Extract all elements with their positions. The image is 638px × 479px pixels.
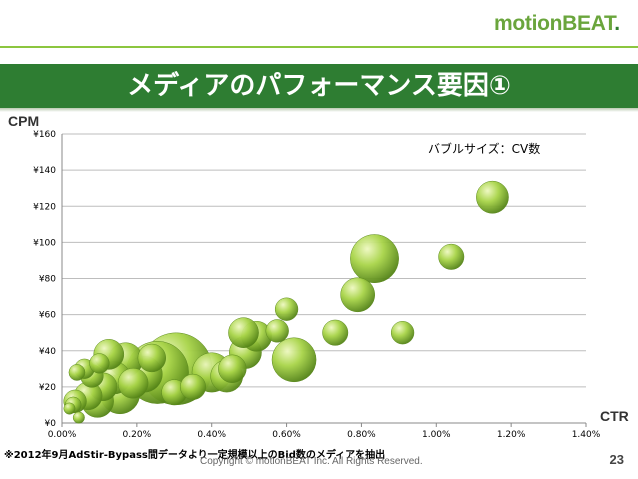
slide-title: メディアのパフォーマンス要因① xyxy=(127,71,511,101)
chart-bubbles xyxy=(63,180,509,424)
y-tick-label: ¥20 xyxy=(39,383,56,393)
x-tick-label: 0.00% xyxy=(48,430,77,440)
y-tick-label: ¥100 xyxy=(33,238,56,248)
bubble-point xyxy=(89,353,110,374)
x-tick-label: 1.00% xyxy=(422,430,451,440)
data-source-footnote: ※2012年9月AdStir-Bypass間データより一定規模以上のBid数のメ… xyxy=(4,450,386,461)
bubble-point xyxy=(63,402,76,415)
bubble-size-note: バブルサイズ：CV数 xyxy=(428,141,540,156)
bubble-point xyxy=(274,297,299,321)
x-tick-label: 0.40% xyxy=(197,430,226,440)
bubble-point xyxy=(218,354,247,384)
bubble-point xyxy=(137,343,167,373)
y-tick-label: ¥40 xyxy=(39,347,56,357)
chart-grid xyxy=(61,133,587,427)
copyright-text: Copyright © motionBEAT Inc. All Rights R… xyxy=(200,456,423,467)
bubble-point xyxy=(350,234,399,284)
logo-text: motionBEAT xyxy=(494,12,615,35)
page-number: 23 xyxy=(609,452,624,467)
y-tick-label: ¥0 xyxy=(45,419,57,429)
bubble-point xyxy=(117,367,149,399)
header-rule xyxy=(0,46,638,48)
y-axis-title: CPM xyxy=(8,113,39,129)
bubble-point xyxy=(340,277,376,313)
x-axis-title: CTR xyxy=(600,408,629,424)
bubble-point xyxy=(322,319,349,346)
bubble-point xyxy=(72,411,85,424)
bubble-point xyxy=(265,319,289,343)
x-tick-label: 1.40% xyxy=(572,430,601,440)
x-tick-label: 0.80% xyxy=(347,430,376,440)
brand-logo: motionBEAT. xyxy=(494,12,620,36)
bubble-point xyxy=(390,321,415,345)
title-banner: メディアのパフォーマンス要因① xyxy=(0,64,638,108)
bubble-point xyxy=(438,243,465,270)
banner-shadow xyxy=(0,108,638,112)
bubble-point xyxy=(271,337,317,383)
bubble-point xyxy=(180,373,206,400)
x-tick-label: 0.60% xyxy=(272,430,301,440)
bubble-point xyxy=(68,364,86,381)
x-tick-label: 0.20% xyxy=(123,430,152,440)
y-tick-label: ¥140 xyxy=(33,166,56,176)
y-tick-label: ¥60 xyxy=(39,311,56,321)
y-tick-label: ¥160 xyxy=(33,130,56,140)
logo-dot: . xyxy=(614,12,620,35)
chart-labels: ¥0 ¥20 ¥40 ¥60 ¥80 ¥100 ¥120 ¥140 ¥160 0.00% 0.20%… xyxy=(33,130,601,440)
y-tick-label: ¥80 xyxy=(39,275,56,285)
bubble-point xyxy=(228,317,259,348)
bubble-point xyxy=(476,180,509,214)
y-tick-label: ¥120 xyxy=(33,202,56,212)
x-tick-label: 1.20% xyxy=(497,430,526,440)
